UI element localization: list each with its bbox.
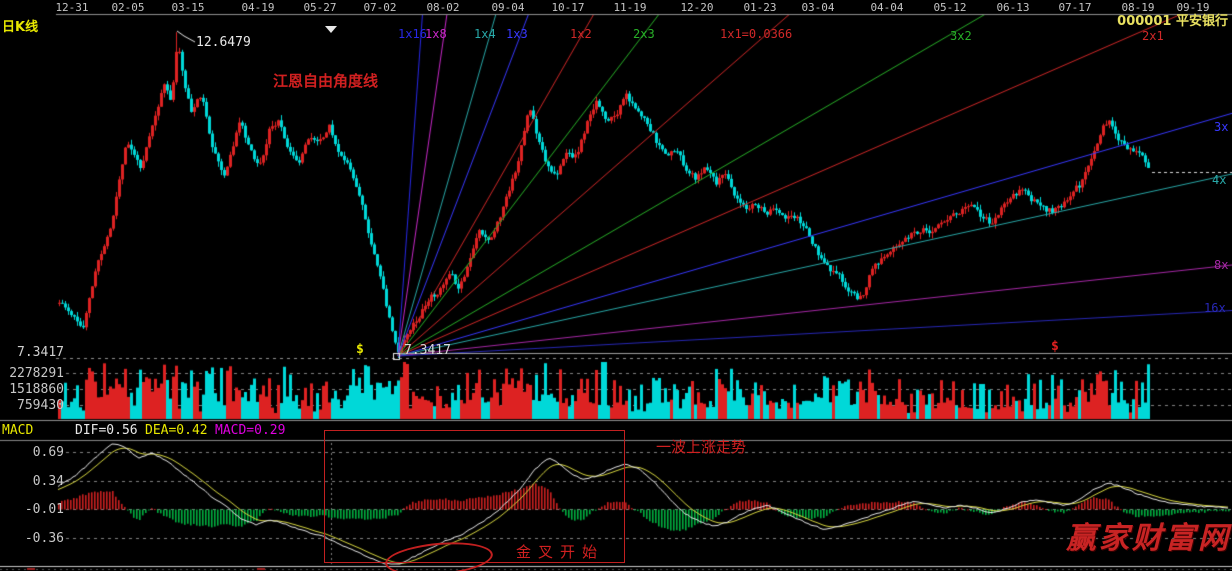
chevron-down-icon[interactable]: [325, 26, 337, 33]
